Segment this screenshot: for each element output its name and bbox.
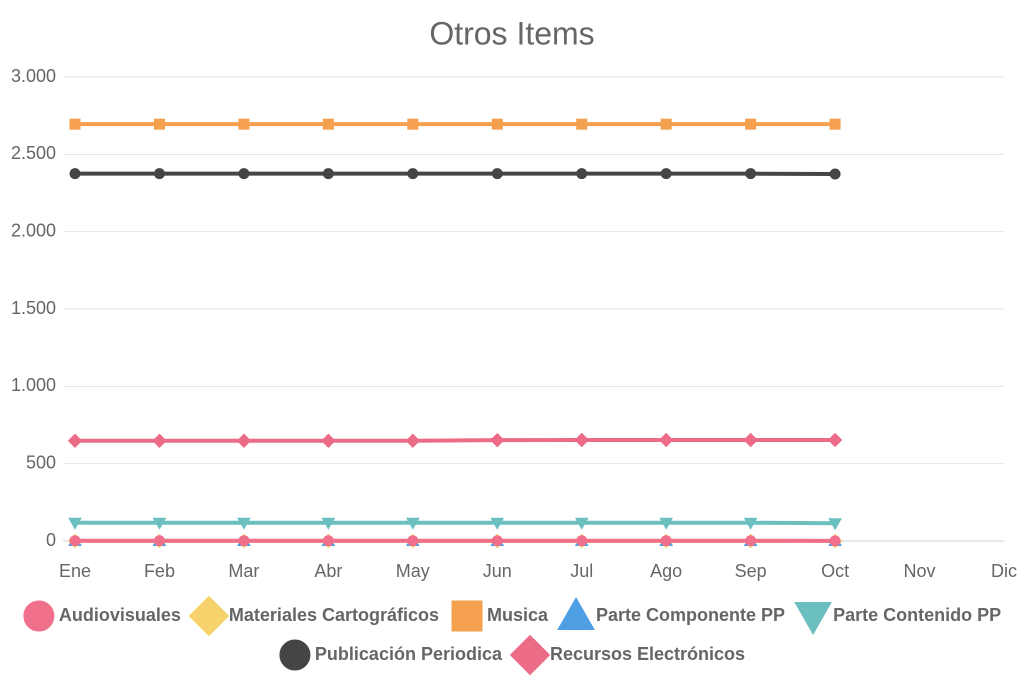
data-point [69, 535, 81, 547]
data-point [322, 168, 334, 180]
y-tick-label: 1.000 [11, 375, 56, 395]
data-point [152, 433, 167, 448]
legend-marker [794, 602, 832, 636]
y-tick-label: 500 [26, 452, 56, 472]
x-tick-label: Sep [735, 561, 767, 581]
legend-marker [23, 600, 55, 632]
x-tick-label: Ene [59, 561, 91, 581]
y-tick-label: 2.500 [11, 143, 56, 163]
x-tick-label: Abr [314, 561, 342, 581]
data-point [322, 535, 334, 547]
data-point [576, 168, 588, 180]
x-tick-label: Nov [904, 561, 936, 581]
y-tick-label: 3.000 [11, 66, 56, 86]
legend-item: Parte Componente PP [557, 596, 785, 630]
data-point [322, 118, 334, 130]
data-point [576, 535, 588, 547]
legend-marker [557, 596, 595, 630]
data-point [745, 535, 757, 547]
data-point [238, 535, 250, 547]
chart-title: Otros Items [429, 15, 594, 51]
data-point [745, 168, 757, 180]
legend-label: Publicación Periodica [315, 644, 503, 664]
data-point [491, 168, 503, 180]
x-tick-label: Dic [991, 561, 1017, 581]
x-tick-label: Jul [570, 561, 593, 581]
legend-item: Parte Contenido PP [794, 602, 1001, 636]
data-point [68, 517, 82, 530]
data-point [152, 517, 167, 530]
data-point [490, 517, 505, 530]
data-point [829, 118, 841, 130]
data-point [829, 535, 841, 547]
data-point [829, 168, 841, 180]
legend-marker [188, 595, 230, 637]
data-point [153, 535, 165, 547]
y-tick-label: 1.500 [11, 298, 56, 318]
y-tick-label: 0 [46, 530, 56, 550]
data-point [321, 517, 336, 530]
data-point [828, 518, 842, 531]
data-point [660, 168, 672, 180]
data-point [827, 432, 843, 448]
data-point [238, 118, 250, 130]
data-point [743, 517, 758, 530]
legend-marker [279, 639, 311, 671]
legend-label: Musica [487, 605, 549, 625]
data-point [491, 118, 503, 130]
data-point [407, 535, 419, 547]
x-tick-label: Feb [144, 561, 175, 581]
y-tick-label: 2.000 [11, 220, 56, 240]
x-tick-label: Mar [228, 561, 259, 581]
legend-item: Musica [451, 600, 549, 632]
data-point [238, 168, 250, 180]
data-point [660, 535, 672, 547]
legend-item: Materiales Cartográficos [188, 595, 439, 637]
data-point [576, 118, 588, 130]
x-tick-label: Jun [483, 561, 512, 581]
data-point [69, 118, 81, 130]
x-tick-label: Ago [650, 561, 682, 581]
data-point [659, 517, 674, 530]
legend-marker [451, 600, 483, 632]
legend-label: Audiovisuales [59, 605, 181, 625]
data-point [237, 517, 251, 530]
legend-label: Parte Contenido PP [833, 605, 1001, 625]
x-tick-label: Oct [821, 561, 849, 581]
x-tick-label: May [396, 561, 430, 581]
legend-label: Parte Componente PP [596, 605, 785, 625]
data-point [69, 168, 81, 180]
series-line [75, 438, 836, 443]
legend-label: Recursos Electrónicos [550, 644, 745, 664]
legend-item: Recursos Electrónicos [509, 634, 745, 676]
data-point [658, 432, 674, 448]
data-point [745, 118, 757, 130]
data-point [574, 517, 589, 530]
data-point [67, 433, 83, 448]
data-point [491, 535, 503, 547]
legend-marker [509, 634, 551, 676]
legend-item: Publicación Periodica [279, 639, 503, 671]
data-point [321, 433, 336, 448]
data-point [153, 168, 165, 180]
data-point [236, 433, 252, 448]
data-point [407, 118, 419, 130]
data-point [405, 517, 420, 530]
legend-item: Audiovisuales [23, 600, 181, 632]
data-point [490, 432, 505, 448]
data-point [660, 118, 672, 130]
data-point [153, 118, 165, 130]
data-point [405, 433, 421, 448]
data-point [743, 432, 758, 448]
data-point [407, 168, 419, 180]
legend-label: Materiales Cartográficos [229, 605, 439, 625]
data-point [574, 432, 589, 448]
